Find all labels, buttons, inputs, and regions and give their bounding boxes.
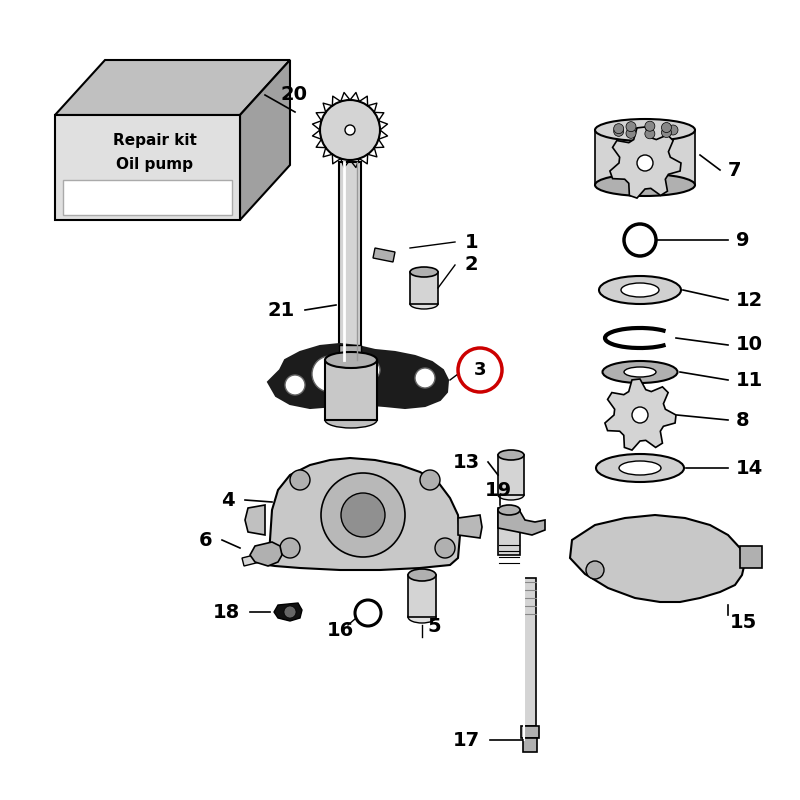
Polygon shape [570,515,745,602]
Text: 17: 17 [453,730,480,750]
Circle shape [458,348,502,392]
Circle shape [415,368,435,388]
Circle shape [341,493,385,537]
Text: 1: 1 [465,233,478,251]
Text: 19: 19 [485,481,511,499]
Ellipse shape [596,454,684,482]
Polygon shape [373,248,395,262]
Text: 20: 20 [280,86,307,105]
Bar [339,345,361,357]
Polygon shape [274,603,302,621]
Polygon shape [250,542,282,566]
Circle shape [321,473,405,557]
Bar [498,455,524,495]
Polygon shape [242,554,260,566]
Circle shape [586,561,604,579]
Ellipse shape [408,611,436,623]
Circle shape [435,538,455,558]
Ellipse shape [595,174,695,196]
Bar [524,578,536,726]
Circle shape [614,124,624,134]
Polygon shape [458,515,482,538]
Circle shape [637,155,653,171]
Polygon shape [245,505,265,535]
Text: Oil pump: Oil pump [117,158,194,173]
Bar [740,546,762,568]
Bar [325,360,377,420]
Ellipse shape [599,276,681,304]
Polygon shape [240,60,290,220]
Circle shape [290,470,310,490]
Ellipse shape [410,299,438,309]
Ellipse shape [621,283,659,297]
Text: 9: 9 [736,230,750,250]
Text: 7: 7 [728,161,742,179]
Ellipse shape [410,267,438,277]
Text: 13: 13 [453,453,480,471]
Ellipse shape [498,490,524,500]
Circle shape [360,360,380,380]
Ellipse shape [408,569,436,581]
Bar [410,272,438,304]
Circle shape [420,470,440,490]
Bar [339,162,361,360]
Bar [63,180,232,215]
Text: 8: 8 [736,410,750,430]
Polygon shape [268,344,448,408]
Circle shape [320,100,380,160]
Text: 11: 11 [736,370,763,390]
Circle shape [355,600,381,626]
Bar [521,726,539,738]
Text: 3: 3 [474,361,486,379]
Circle shape [662,127,671,138]
Polygon shape [498,508,545,535]
Text: 6: 6 [198,530,212,550]
Text: 14: 14 [736,458,763,478]
Text: 21: 21 [268,301,295,319]
Circle shape [345,125,355,135]
Circle shape [626,122,636,132]
Ellipse shape [624,367,656,377]
Text: 4: 4 [222,490,235,510]
Text: 12: 12 [736,290,763,310]
Circle shape [285,375,305,395]
Ellipse shape [498,505,520,515]
Circle shape [624,224,656,256]
Circle shape [645,129,655,138]
Polygon shape [605,379,676,450]
Text: 16: 16 [326,621,354,639]
Polygon shape [55,60,290,115]
Text: 15: 15 [730,613,758,631]
Ellipse shape [498,450,524,460]
Circle shape [312,356,348,392]
Bar [408,575,436,617]
Ellipse shape [595,119,695,141]
Text: 2: 2 [465,255,478,274]
Text: 18: 18 [213,602,240,622]
Polygon shape [268,458,460,570]
Bar [55,115,240,220]
Circle shape [280,538,300,558]
Ellipse shape [602,361,678,383]
Bar [595,130,695,185]
Ellipse shape [619,461,661,475]
Circle shape [645,122,655,131]
Text: 5: 5 [427,617,441,635]
Bar [523,738,537,752]
Circle shape [614,126,624,136]
Circle shape [626,128,636,138]
Bar [498,510,520,555]
Circle shape [632,407,648,423]
Circle shape [284,606,296,618]
Polygon shape [610,127,681,198]
Text: 10: 10 [736,335,763,354]
Ellipse shape [325,352,377,368]
Text: Repair kit: Repair kit [113,133,197,147]
Circle shape [668,125,678,135]
Circle shape [662,122,671,133]
Ellipse shape [325,412,377,428]
